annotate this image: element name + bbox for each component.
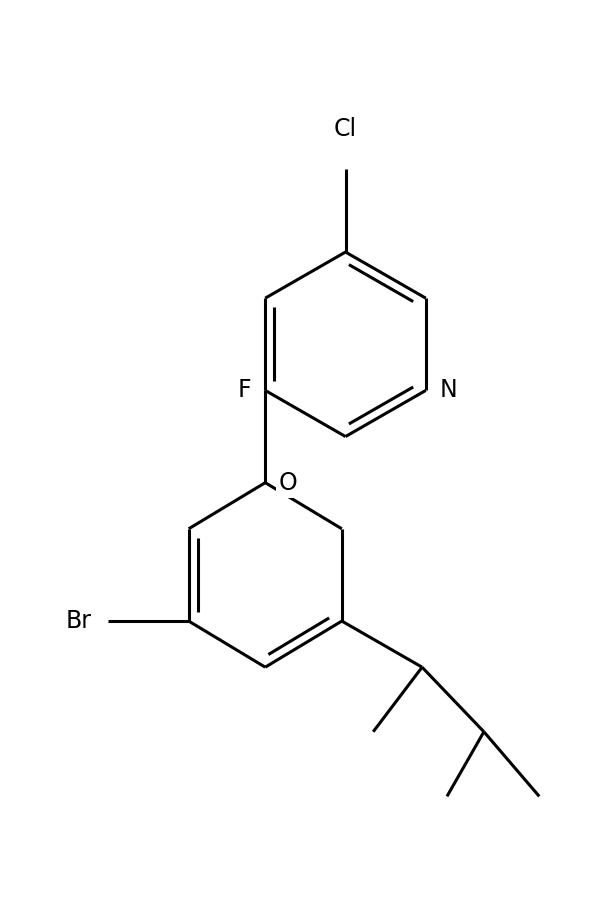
Text: F: F bbox=[238, 379, 252, 402]
Text: Cl: Cl bbox=[334, 117, 357, 141]
Text: O: O bbox=[279, 470, 298, 495]
Text: Br: Br bbox=[66, 609, 92, 633]
Text: N: N bbox=[440, 379, 457, 402]
